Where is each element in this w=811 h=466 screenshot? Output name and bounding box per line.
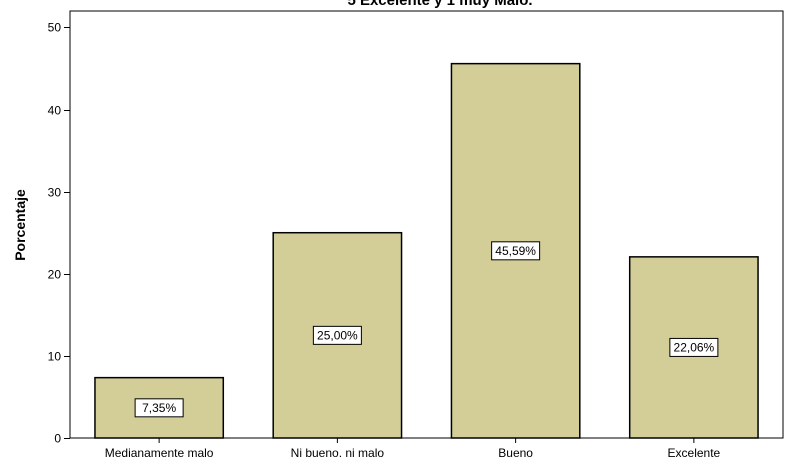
y-tick-label: 30 [48, 186, 62, 200]
plot-frame [69, 10, 784, 439]
data-label: 45,59% [495, 244, 536, 258]
data-label: 22,06% [674, 340, 715, 354]
data-label-box [134, 398, 184, 418]
data-label-box [312, 325, 362, 345]
y-tick-label: 10 [48, 350, 62, 364]
y-tick-label: 0 [54, 432, 61, 446]
data-label: 7,35% [142, 401, 176, 415]
chart-title: 5 Excelente y 1 muy Malo. [347, 0, 532, 9]
data-label-box [491, 241, 541, 261]
y-tick-label: 20 [48, 268, 62, 282]
data-label: 25,00% [317, 328, 358, 342]
y-tick-label: 50 [48, 21, 62, 35]
category-label: Medianamente malo [105, 446, 214, 460]
y-tick-label: 40 [48, 104, 62, 118]
category-label: Ni bueno. ni malo [291, 446, 385, 460]
category-label: Bueno [498, 446, 533, 460]
category-label: Excelente [668, 446, 721, 460]
y-axis-label: Porcentaje [12, 189, 28, 261]
data-label-box [669, 337, 719, 357]
plot-area: 0 10 20 30 40 50 7,35% Medianamente malo 25,00% N… [48, 10, 784, 460]
